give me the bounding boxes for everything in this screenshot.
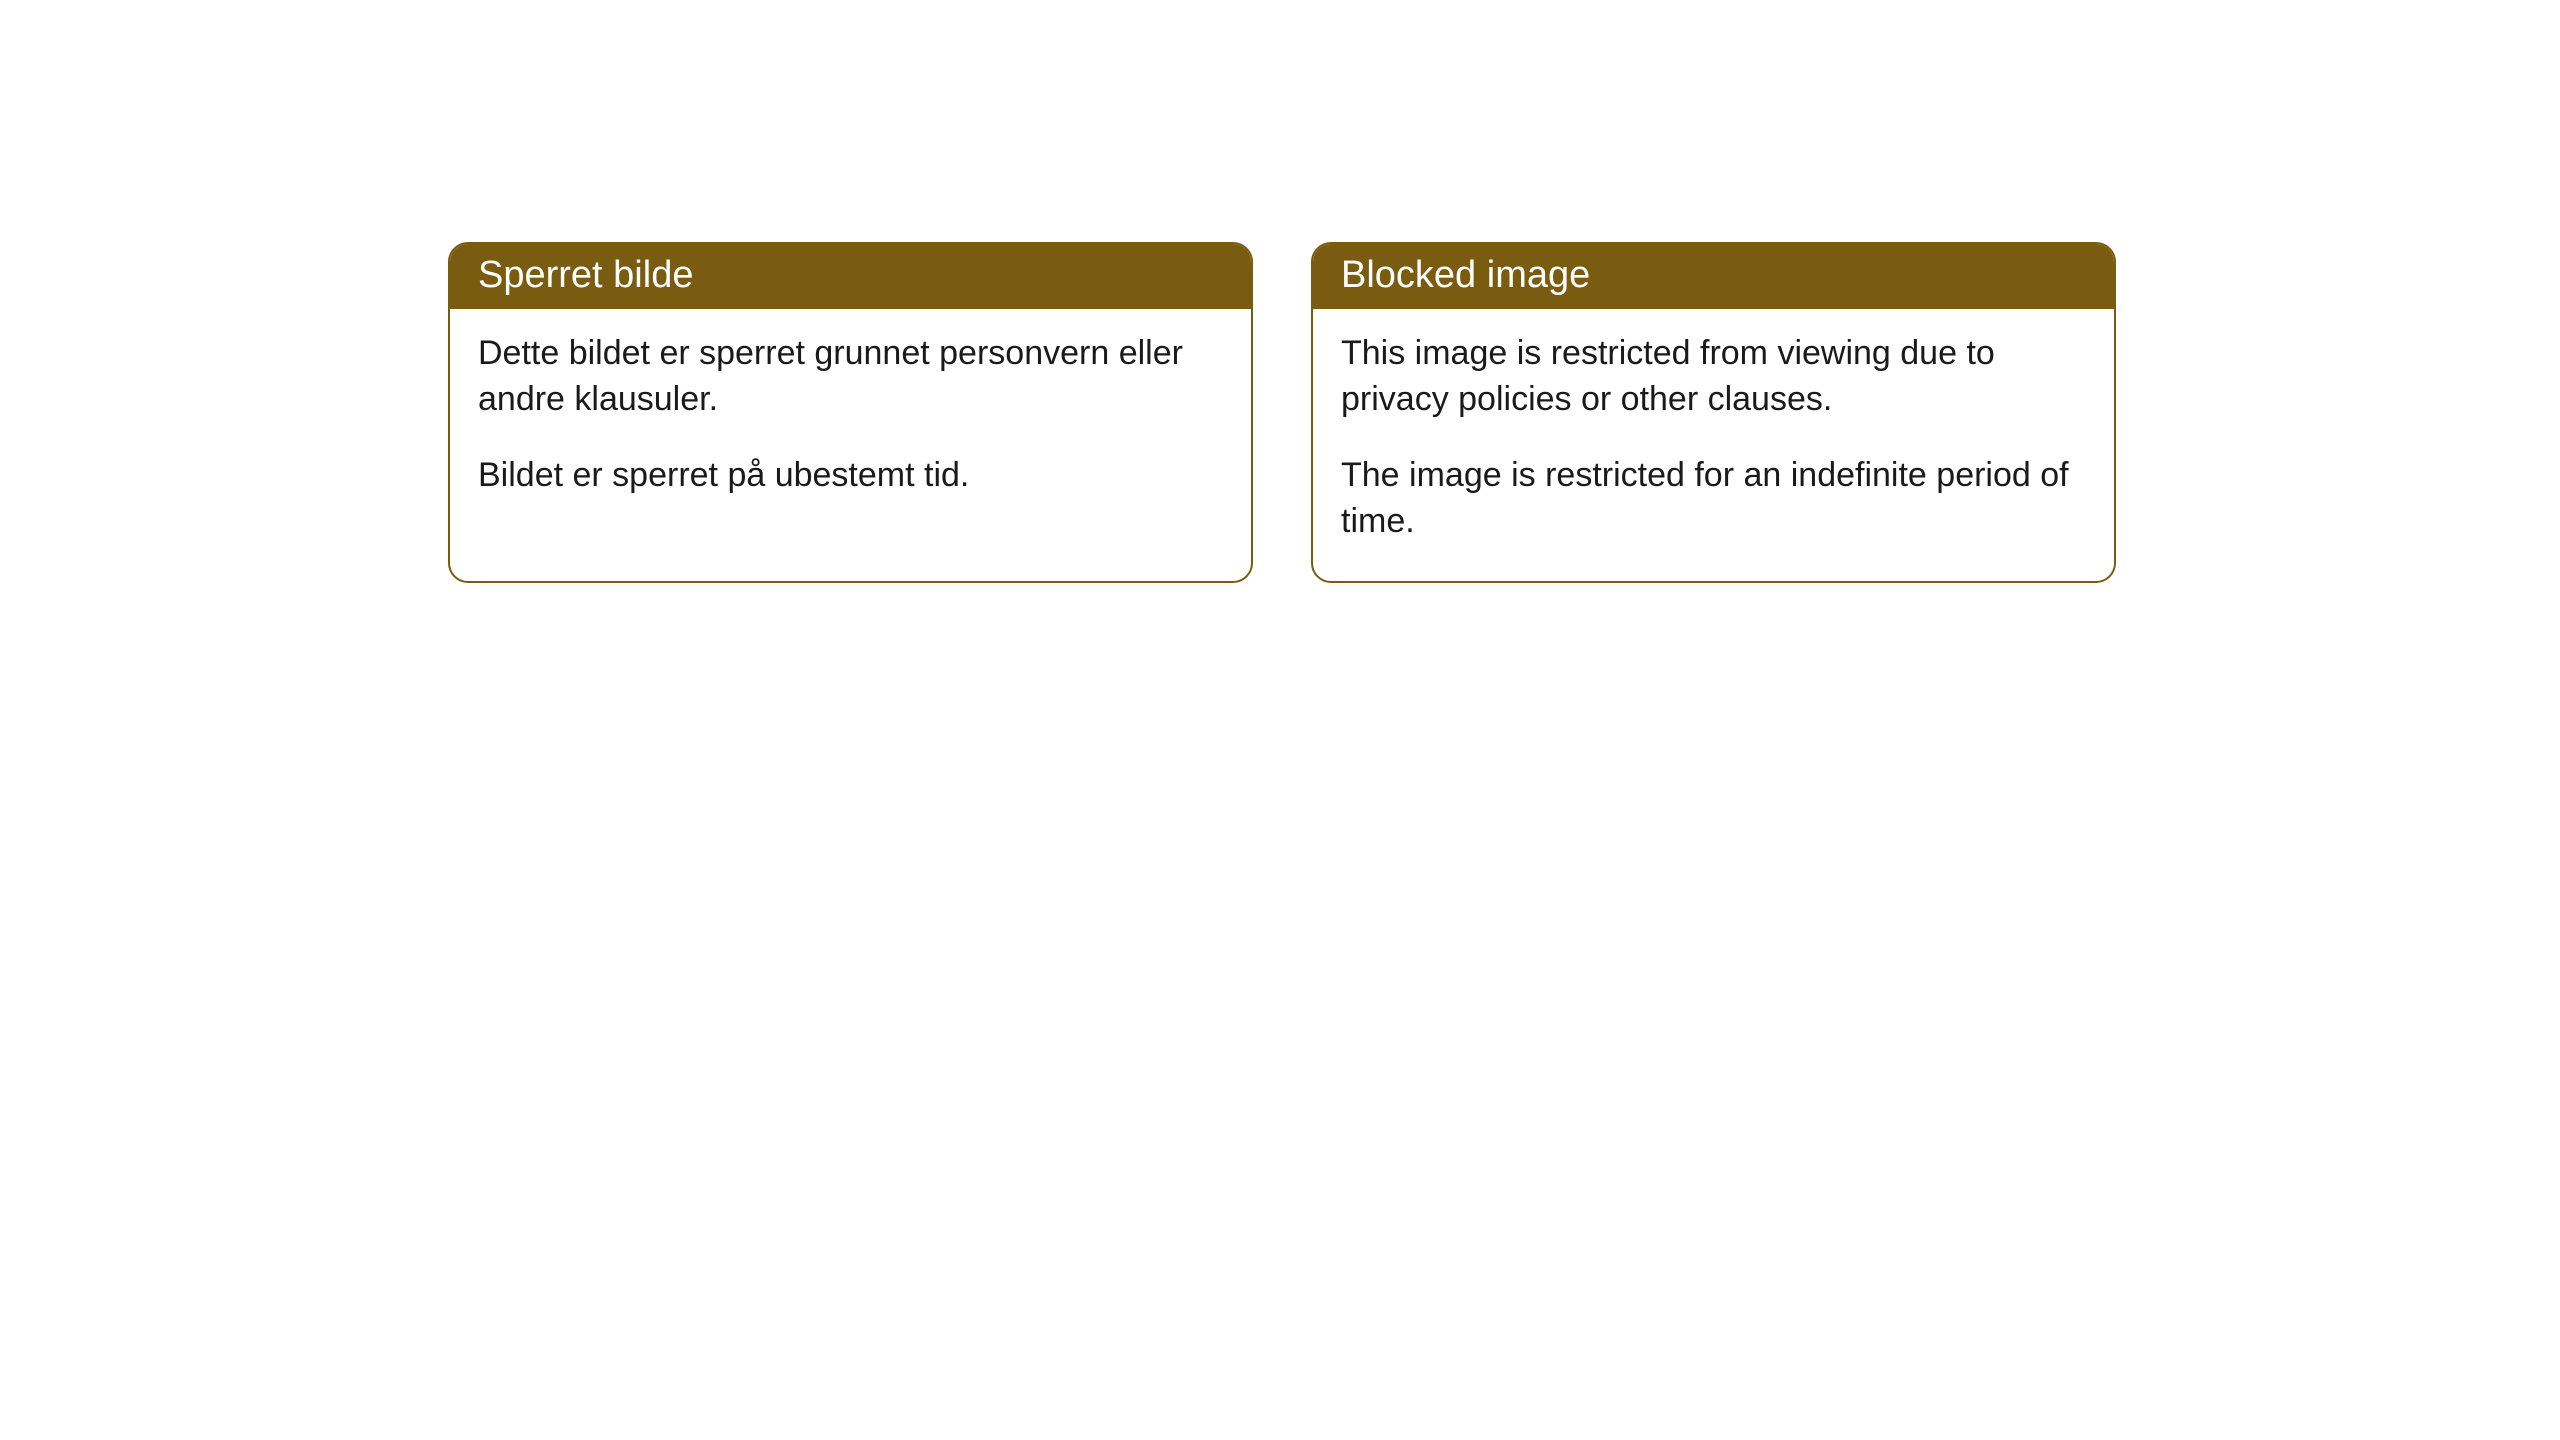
notice-header-english: Blocked image: [1313, 244, 2114, 309]
notice-paragraph: The image is restricted for an indefinit…: [1341, 453, 2086, 545]
notice-card-english: Blocked image This image is restricted f…: [1311, 242, 2116, 583]
notice-body-english: This image is restricted from viewing du…: [1313, 309, 2114, 581]
notice-cards-container: Sperret bilde Dette bildet er sperret gr…: [448, 242, 2116, 583]
notice-body-norwegian: Dette bildet er sperret grunnet personve…: [450, 309, 1251, 535]
notice-paragraph: Dette bildet er sperret grunnet personve…: [478, 331, 1223, 423]
notice-title: Blocked image: [1341, 254, 1590, 296]
notice-header-norwegian: Sperret bilde: [450, 244, 1251, 309]
notice-paragraph: This image is restricted from viewing du…: [1341, 331, 2086, 423]
notice-title: Sperret bilde: [478, 254, 693, 296]
notice-paragraph: Bildet er sperret på ubestemt tid.: [478, 453, 1223, 499]
notice-card-norwegian: Sperret bilde Dette bildet er sperret gr…: [448, 242, 1253, 583]
